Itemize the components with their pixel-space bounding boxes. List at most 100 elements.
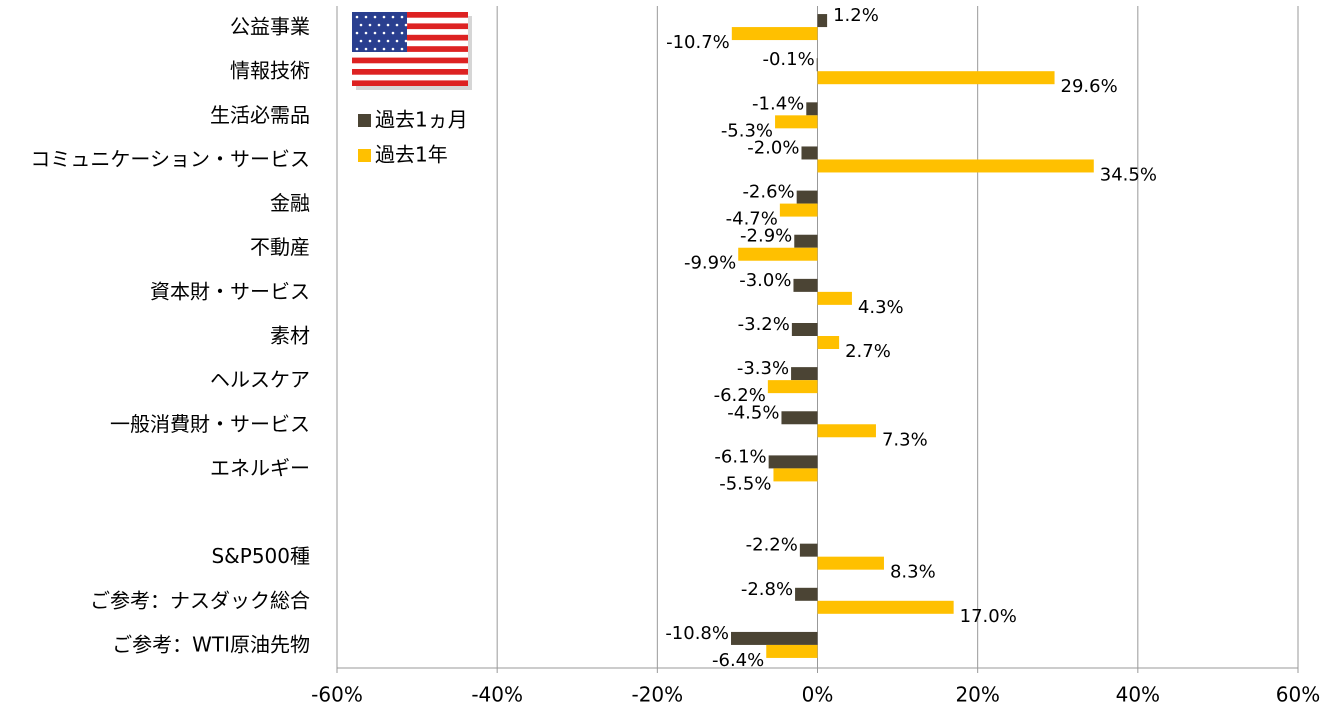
category-label: ご参考：WTI原油先物	[112, 632, 310, 656]
bar	[779, 203, 818, 217]
data-label: 29.6%	[1061, 76, 1118, 97]
bar	[817, 71, 1055, 85]
data-label: 17.0%	[960, 606, 1017, 627]
flag-star	[391, 31, 395, 35]
data-label: -3.2%	[738, 314, 790, 335]
bar	[801, 146, 818, 160]
bar	[766, 644, 818, 658]
bar	[773, 468, 818, 482]
category-label: 金融	[270, 191, 310, 215]
flag-star	[386, 23, 390, 27]
flag-star	[373, 47, 377, 51]
category-label: ヘルスケア	[210, 368, 310, 392]
flag-star	[404, 39, 408, 43]
flag-star	[377, 23, 381, 27]
data-label: -6.1%	[714, 446, 766, 467]
data-label: -2.2%	[746, 535, 798, 556]
bar	[817, 556, 884, 570]
bar	[768, 455, 818, 469]
bar	[775, 115, 818, 129]
x-tick-label: 20%	[955, 683, 999, 707]
x-tick-label: 40%	[1116, 683, 1160, 707]
flag-star	[400, 47, 404, 51]
data-label: -4.7%	[726, 209, 778, 230]
flag-star	[368, 23, 372, 27]
flag-star	[373, 15, 377, 19]
bar	[796, 190, 818, 204]
legend-label: 過去1年	[375, 143, 448, 167]
flag-star	[355, 47, 359, 51]
category-label: 資本財・サービス	[150, 279, 310, 303]
bar	[817, 159, 1094, 173]
flag-star	[400, 31, 404, 35]
flag-star	[359, 39, 363, 43]
bar	[817, 14, 828, 28]
flag-star	[359, 23, 363, 27]
x-tick-label: -40%	[471, 683, 523, 707]
flag-star	[364, 31, 368, 35]
bar	[817, 291, 852, 305]
data-label: -2.8%	[741, 579, 793, 600]
data-label: -4.5%	[727, 402, 779, 423]
bar	[738, 247, 818, 261]
flag-star	[404, 23, 408, 27]
data-label: 7.3%	[882, 429, 928, 450]
data-label: -10.8%	[665, 623, 729, 644]
category-label: 公益事業	[230, 15, 310, 39]
bar	[731, 27, 818, 41]
data-label: -2.0%	[747, 137, 799, 158]
data-label: -2.6%	[742, 182, 794, 203]
bar	[817, 600, 954, 614]
legend-label: 過去1ヵ月	[375, 108, 468, 132]
category-label: ご参考：ナスダック総合	[90, 588, 310, 612]
data-label: 34.5%	[1100, 164, 1157, 185]
flag-star	[382, 47, 386, 51]
flag-star	[373, 31, 377, 35]
data-label: 2.7%	[845, 341, 891, 362]
flag-star	[377, 39, 381, 43]
category-label: 生活必需品	[210, 103, 310, 127]
category-label: コミュニケーション・サービス	[30, 147, 310, 171]
flag-star	[364, 15, 368, 19]
data-label: -6.2%	[714, 385, 766, 406]
flag-star	[364, 47, 368, 51]
bar	[794, 234, 818, 248]
data-label: -3.3%	[737, 358, 789, 379]
bar	[799, 543, 818, 557]
bar	[817, 424, 876, 438]
data-label: -9.9%	[684, 253, 736, 274]
category-label: 素材	[270, 324, 310, 348]
data-label: 4.3%	[858, 297, 904, 318]
flag-star	[400, 15, 404, 19]
bar	[767, 380, 818, 394]
flag-star	[395, 39, 399, 43]
data-label: -6.4%	[712, 650, 764, 671]
category-label: 不動産	[250, 235, 310, 259]
flag-star	[391, 47, 395, 51]
bar	[791, 367, 818, 381]
bar	[806, 102, 818, 116]
data-label: 1.2%	[833, 5, 879, 26]
flag-star	[391, 15, 395, 19]
category-label: 情報技術	[230, 59, 310, 83]
x-tick-label: -60%	[311, 683, 363, 707]
flag-star	[382, 15, 386, 19]
legend-swatch	[358, 114, 371, 127]
data-label: -5.5%	[719, 473, 771, 494]
flag-star	[368, 39, 372, 43]
flag-star	[395, 23, 399, 27]
bar	[781, 411, 818, 425]
data-label: 8.3%	[890, 562, 936, 583]
bar	[791, 323, 818, 336]
bar	[793, 278, 818, 292]
category-label: エネルギー	[210, 456, 310, 480]
data-label: -1.4%	[752, 93, 804, 114]
bar	[816, 58, 818, 72]
category-label: S&P500種	[211, 544, 310, 568]
bar	[795, 587, 818, 601]
data-label: -5.3%	[721, 120, 773, 141]
data-label: -0.1%	[762, 49, 814, 70]
x-tick-label: 60%	[1276, 683, 1320, 707]
x-tick-label: 0%	[802, 683, 834, 707]
